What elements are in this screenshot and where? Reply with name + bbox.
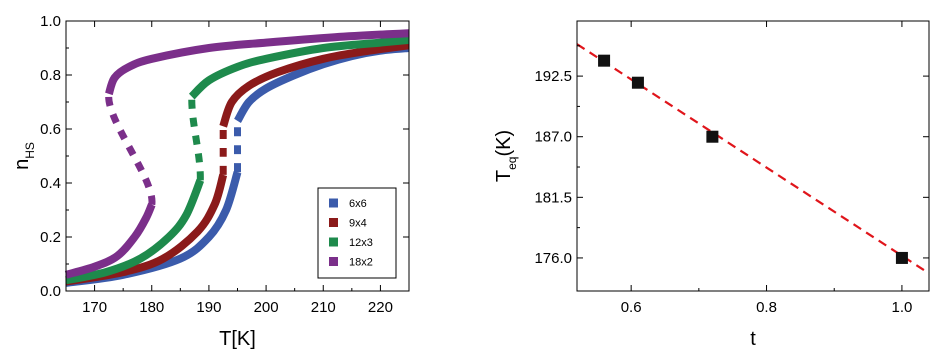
legend-label-12x3: 12x3 (349, 237, 373, 249)
left-x-axis-title: T[K] (219, 328, 256, 349)
left-x-tick-label: 180 (139, 299, 164, 316)
right-y-tick-label: 187.0 (534, 129, 572, 146)
series-9x4-lower-branch (65, 173, 228, 286)
left-y-axis-title: nHS (11, 142, 37, 170)
legend-label-6x6: 6x6 (349, 198, 367, 210)
left-x-tick-label: 200 (254, 299, 279, 316)
left-x-tick-label: 190 (196, 299, 221, 316)
series-9x4-upper-branch (219, 41, 410, 128)
right-y-axis-title: Teq(K) (493, 130, 519, 182)
right-y-axis-title-suffix: (K) (493, 130, 515, 157)
data-point (895, 251, 908, 264)
linear-fit-chart: 0.6 0.8 1.0 176.0 181.5 187.0 192.5 t Teq(K) (493, 20, 930, 349)
right-plot-frame (576, 20, 930, 292)
data-point (631, 76, 644, 89)
right-x-tick-label: 0.8 (756, 299, 777, 316)
series-12x3-unstable-branch (188, 96, 204, 181)
hysteresis-chart: 170 180 190 200 210 220 0.0 0.2 0.4 0.6 0.8 1.0 6x6… (11, 13, 410, 349)
legend-label-9x4: 9x4 (349, 218, 367, 230)
right-y-tick-label: 181.5 (534, 189, 572, 206)
data-point (706, 130, 719, 143)
legend-swatch-18x2 (329, 257, 338, 266)
right-y-tick-label: 192.5 (534, 68, 572, 85)
right-fit-line (576, 43, 930, 275)
legend-swatch-6x6 (329, 198, 338, 208)
left-y-axis-title-subscript: HS (23, 142, 37, 159)
left-y-tick-label: 1.0 (40, 13, 61, 30)
right-y-axis-title-main: T (493, 170, 515, 182)
left-legend: 6x6 9x4 12x3 18x2 (317, 187, 397, 279)
right-x-axis-title: t (750, 328, 756, 349)
left-y-tick-label: 0.4 (40, 175, 61, 192)
left-y-tick-label: 0.0 (40, 283, 61, 300)
left-series-group (64, 29, 410, 287)
data-point (598, 54, 611, 67)
right-y-tick-label: 176.0 (534, 250, 572, 267)
series-18x2-lower-branch (64, 202, 156, 279)
series-18x2-upper-branch (105, 29, 410, 96)
right-x-tick-label: 0.6 (621, 299, 642, 316)
left-x-tick-label: 220 (368, 299, 393, 316)
left-x-tick-label: 210 (311, 299, 336, 316)
legend-swatch-12x3 (329, 237, 338, 247)
legend-swatch-9x4 (329, 218, 338, 227)
left-x-tick-label: 170 (82, 299, 107, 316)
right-points-group (598, 54, 908, 264)
left-y-tick-label: 0.8 (40, 67, 61, 84)
left-y-tick-label: 0.2 (40, 229, 61, 246)
series-12x3-lower-branch (65, 178, 205, 285)
left-y-tick-label: 0.6 (40, 121, 61, 138)
right-ticks-group: 0.6 0.8 1.0 176.0 181.5 187.0 192.5 (534, 21, 929, 316)
right-x-tick-label: 1.0 (891, 299, 912, 316)
legend-label-18x2: 18x2 (349, 257, 373, 269)
left-ticks-group: 170 180 190 200 210 220 0.0 0.2 0.4 0.6 0.8 1.0 (40, 13, 410, 316)
right-y-axis-title-subscript: eq (505, 157, 519, 170)
series-12x3-upper-branch (188, 35, 410, 100)
series-18x2-unstable-branch (105, 93, 156, 206)
left-y-axis-title-main: n (11, 159, 33, 170)
